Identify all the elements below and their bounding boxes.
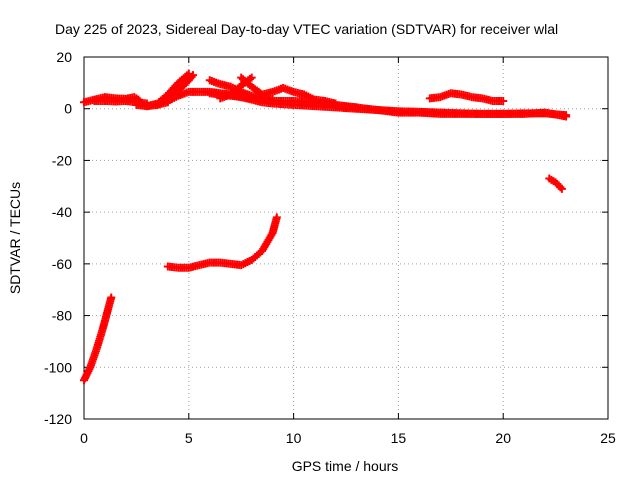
x-tick-label: 15 bbox=[391, 430, 407, 446]
y-axis-title: SDTVAR / TECUs bbox=[7, 182, 23, 294]
y-tick-label: 0 bbox=[64, 101, 72, 117]
x-axis-title: GPS time / hours bbox=[292, 458, 399, 474]
data-series bbox=[80, 69, 571, 385]
data-point bbox=[556, 183, 565, 192]
chart-title: Day 225 of 2023, Sidereal Day-to-day VTE… bbox=[55, 21, 558, 37]
y-tick-label: 20 bbox=[56, 49, 72, 65]
y-tick-label: -80 bbox=[52, 308, 72, 324]
data-point bbox=[247, 73, 256, 82]
series-11 bbox=[425, 89, 508, 105]
data-point bbox=[562, 112, 571, 121]
x-tick-label: 25 bbox=[600, 430, 616, 446]
data-point bbox=[499, 96, 508, 105]
x-tick-label: 0 bbox=[80, 430, 88, 446]
y-tick-label: -100 bbox=[44, 359, 72, 375]
series-14 bbox=[80, 293, 116, 385]
y-tick-label: -60 bbox=[52, 256, 72, 272]
x-tick-label: 20 bbox=[495, 430, 511, 446]
x-tick-label: 10 bbox=[286, 430, 302, 446]
y-tick-label: -40 bbox=[52, 204, 72, 220]
x-tick-label: 5 bbox=[185, 430, 193, 446]
y-tick-label: -120 bbox=[44, 411, 72, 427]
series-12 bbox=[545, 174, 566, 193]
series-10 bbox=[331, 102, 571, 121]
series-13 bbox=[163, 213, 281, 272]
data-point bbox=[272, 213, 281, 222]
data-point bbox=[557, 184, 566, 193]
axis-ticks: 0 5 10 15 20 25 -120 -100 -80 -60 -40 -20 0 20 bbox=[44, 49, 616, 446]
y-tick-label: -20 bbox=[52, 152, 72, 168]
plot-frame bbox=[83, 56, 609, 420]
data-point bbox=[188, 71, 197, 80]
data-point bbox=[107, 293, 116, 302]
